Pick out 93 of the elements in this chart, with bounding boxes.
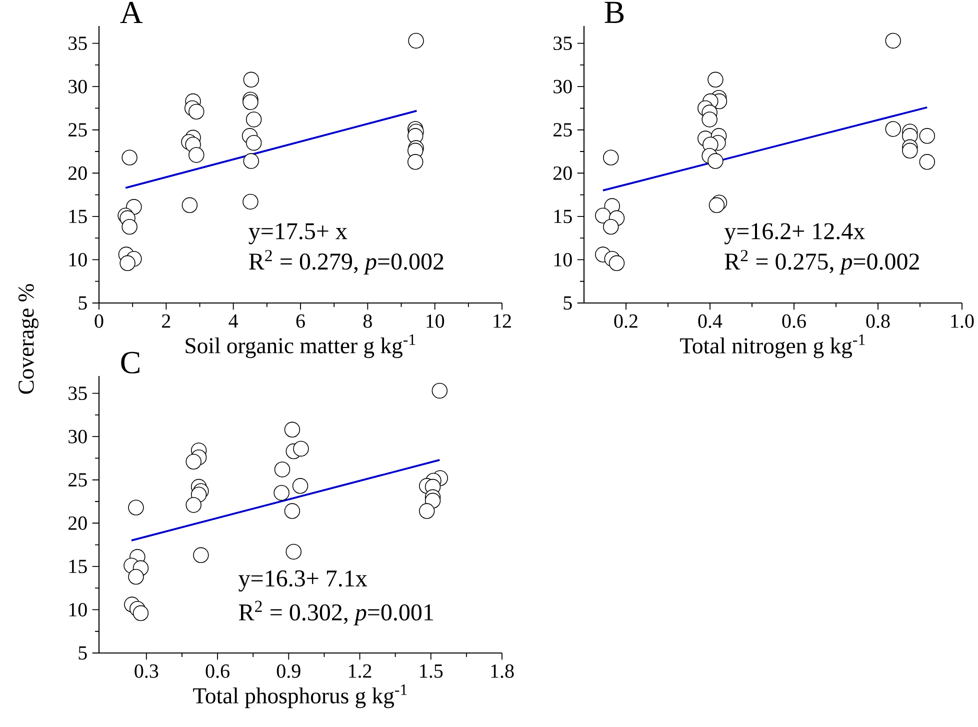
x-tick-label: 12 — [494, 314, 511, 328]
y-tick-label: 5 — [78, 646, 87, 660]
y-tick-label: 15 — [69, 560, 87, 574]
y-tick-label: 25 — [554, 123, 572, 137]
x-tick-label: 0 — [94, 314, 104, 328]
point — [122, 150, 138, 166]
point — [246, 134, 262, 151]
annotation: R$^{2}$ = 0.279, p=0.002 — [249, 250, 444, 275]
annotation: R$^{2}$ = 0.302, p=0.001 — [238, 600, 434, 626]
point — [885, 121, 901, 137]
chart-title: A — [120, 2, 143, 24]
point — [418, 503, 435, 519]
annotation: y=16.3+ 7.1x — [238, 570, 368, 592]
y-tick-label: 15 — [554, 210, 572, 224]
point — [284, 503, 300, 519]
x-tick-label: 0.6 — [206, 664, 230, 678]
y-tick-label: 30 — [68, 430, 87, 444]
y-tick-label: 25 — [68, 473, 87, 487]
y-tick-label: 15 — [69, 210, 87, 224]
point — [702, 112, 718, 128]
y-tick-label: 10 — [69, 252, 87, 266]
x-tick-label: 4 — [228, 314, 238, 328]
annotation: R$^{2}$ = 0.275, p=0.002 — [724, 250, 919, 275]
y-axis-title: Coverage % — [18, 284, 38, 394]
x-tick-label: 1.0 — [951, 314, 974, 328]
point — [708, 72, 724, 88]
y-tick-label: 5 — [78, 296, 87, 310]
y-tick-label: 5 — [564, 296, 572, 310]
y-tick-label: 30 — [554, 80, 572, 94]
x-tick-label: 0.4 — [698, 314, 722, 328]
x-tick-label: 1.5 — [420, 664, 443, 678]
point — [182, 197, 198, 214]
point — [902, 142, 918, 159]
y-tick-label: 30 — [68, 80, 87, 94]
point — [274, 462, 290, 478]
y-tick-label: 20 — [68, 516, 87, 530]
point — [132, 605, 149, 622]
x-tick-label: 2 — [162, 314, 170, 328]
y-tick-label: 20 — [68, 166, 87, 180]
y-tick-label: 25 — [68, 123, 87, 137]
point — [122, 218, 138, 235]
point — [603, 218, 619, 235]
x-tick-label: 0.2 — [614, 314, 638, 328]
point — [284, 422, 300, 438]
point — [407, 154, 424, 170]
point — [885, 32, 901, 49]
point — [293, 440, 309, 457]
point — [242, 194, 258, 210]
point — [708, 197, 725, 214]
point — [128, 500, 144, 516]
y-tick-label: 10 — [69, 602, 87, 616]
y-tick-label: 35 — [554, 36, 572, 50]
point — [408, 32, 424, 49]
point — [243, 153, 260, 169]
point — [432, 382, 448, 399]
x-axis-title: Total nitrogen g kg$^{-1}$ — [680, 334, 865, 358]
point — [608, 255, 625, 272]
point — [188, 147, 204, 163]
point — [243, 72, 260, 88]
point — [708, 153, 724, 169]
x-tick-label: 1.2 — [349, 664, 372, 678]
point — [242, 94, 258, 110]
x-tick-label: 0.9 — [276, 664, 300, 678]
x-tick-label: 0.3 — [134, 664, 158, 678]
x-tick-label: 0.8 — [866, 314, 890, 328]
point — [274, 484, 290, 501]
point — [193, 547, 209, 564]
point — [246, 112, 262, 128]
x-tick-label: 10 — [426, 314, 444, 328]
chart-title: C — [121, 352, 140, 374]
x-axis-title: Total phosphorus g kg$^{-1}$ — [193, 684, 407, 708]
x-tick-label: 0.6 — [782, 314, 806, 328]
point — [186, 454, 202, 470]
y-tick-label: 35 — [68, 386, 87, 400]
point — [919, 154, 935, 170]
annotation: y=16.2+ 12.4x — [724, 223, 865, 244]
point — [292, 478, 308, 494]
annotation: y=17.5+ x — [248, 223, 348, 244]
point — [186, 497, 202, 513]
point — [120, 255, 136, 272]
y-tick-label: 10 — [554, 252, 572, 266]
point — [286, 544, 302, 560]
x-tick-label: 6 — [296, 314, 305, 328]
y-tick-label: 20 — [554, 166, 572, 180]
y-tick-label: 35 — [68, 36, 87, 50]
point — [603, 150, 619, 166]
point — [188, 104, 204, 120]
point — [128, 568, 144, 585]
x-tick-label: 1.8 — [491, 664, 514, 678]
point — [919, 128, 935, 144]
x-axis-title: Soil organic matter g kg$^{-1}$ — [186, 334, 416, 358]
chart-title: B — [604, 2, 624, 23]
x-tick-label: 8 — [363, 314, 372, 328]
